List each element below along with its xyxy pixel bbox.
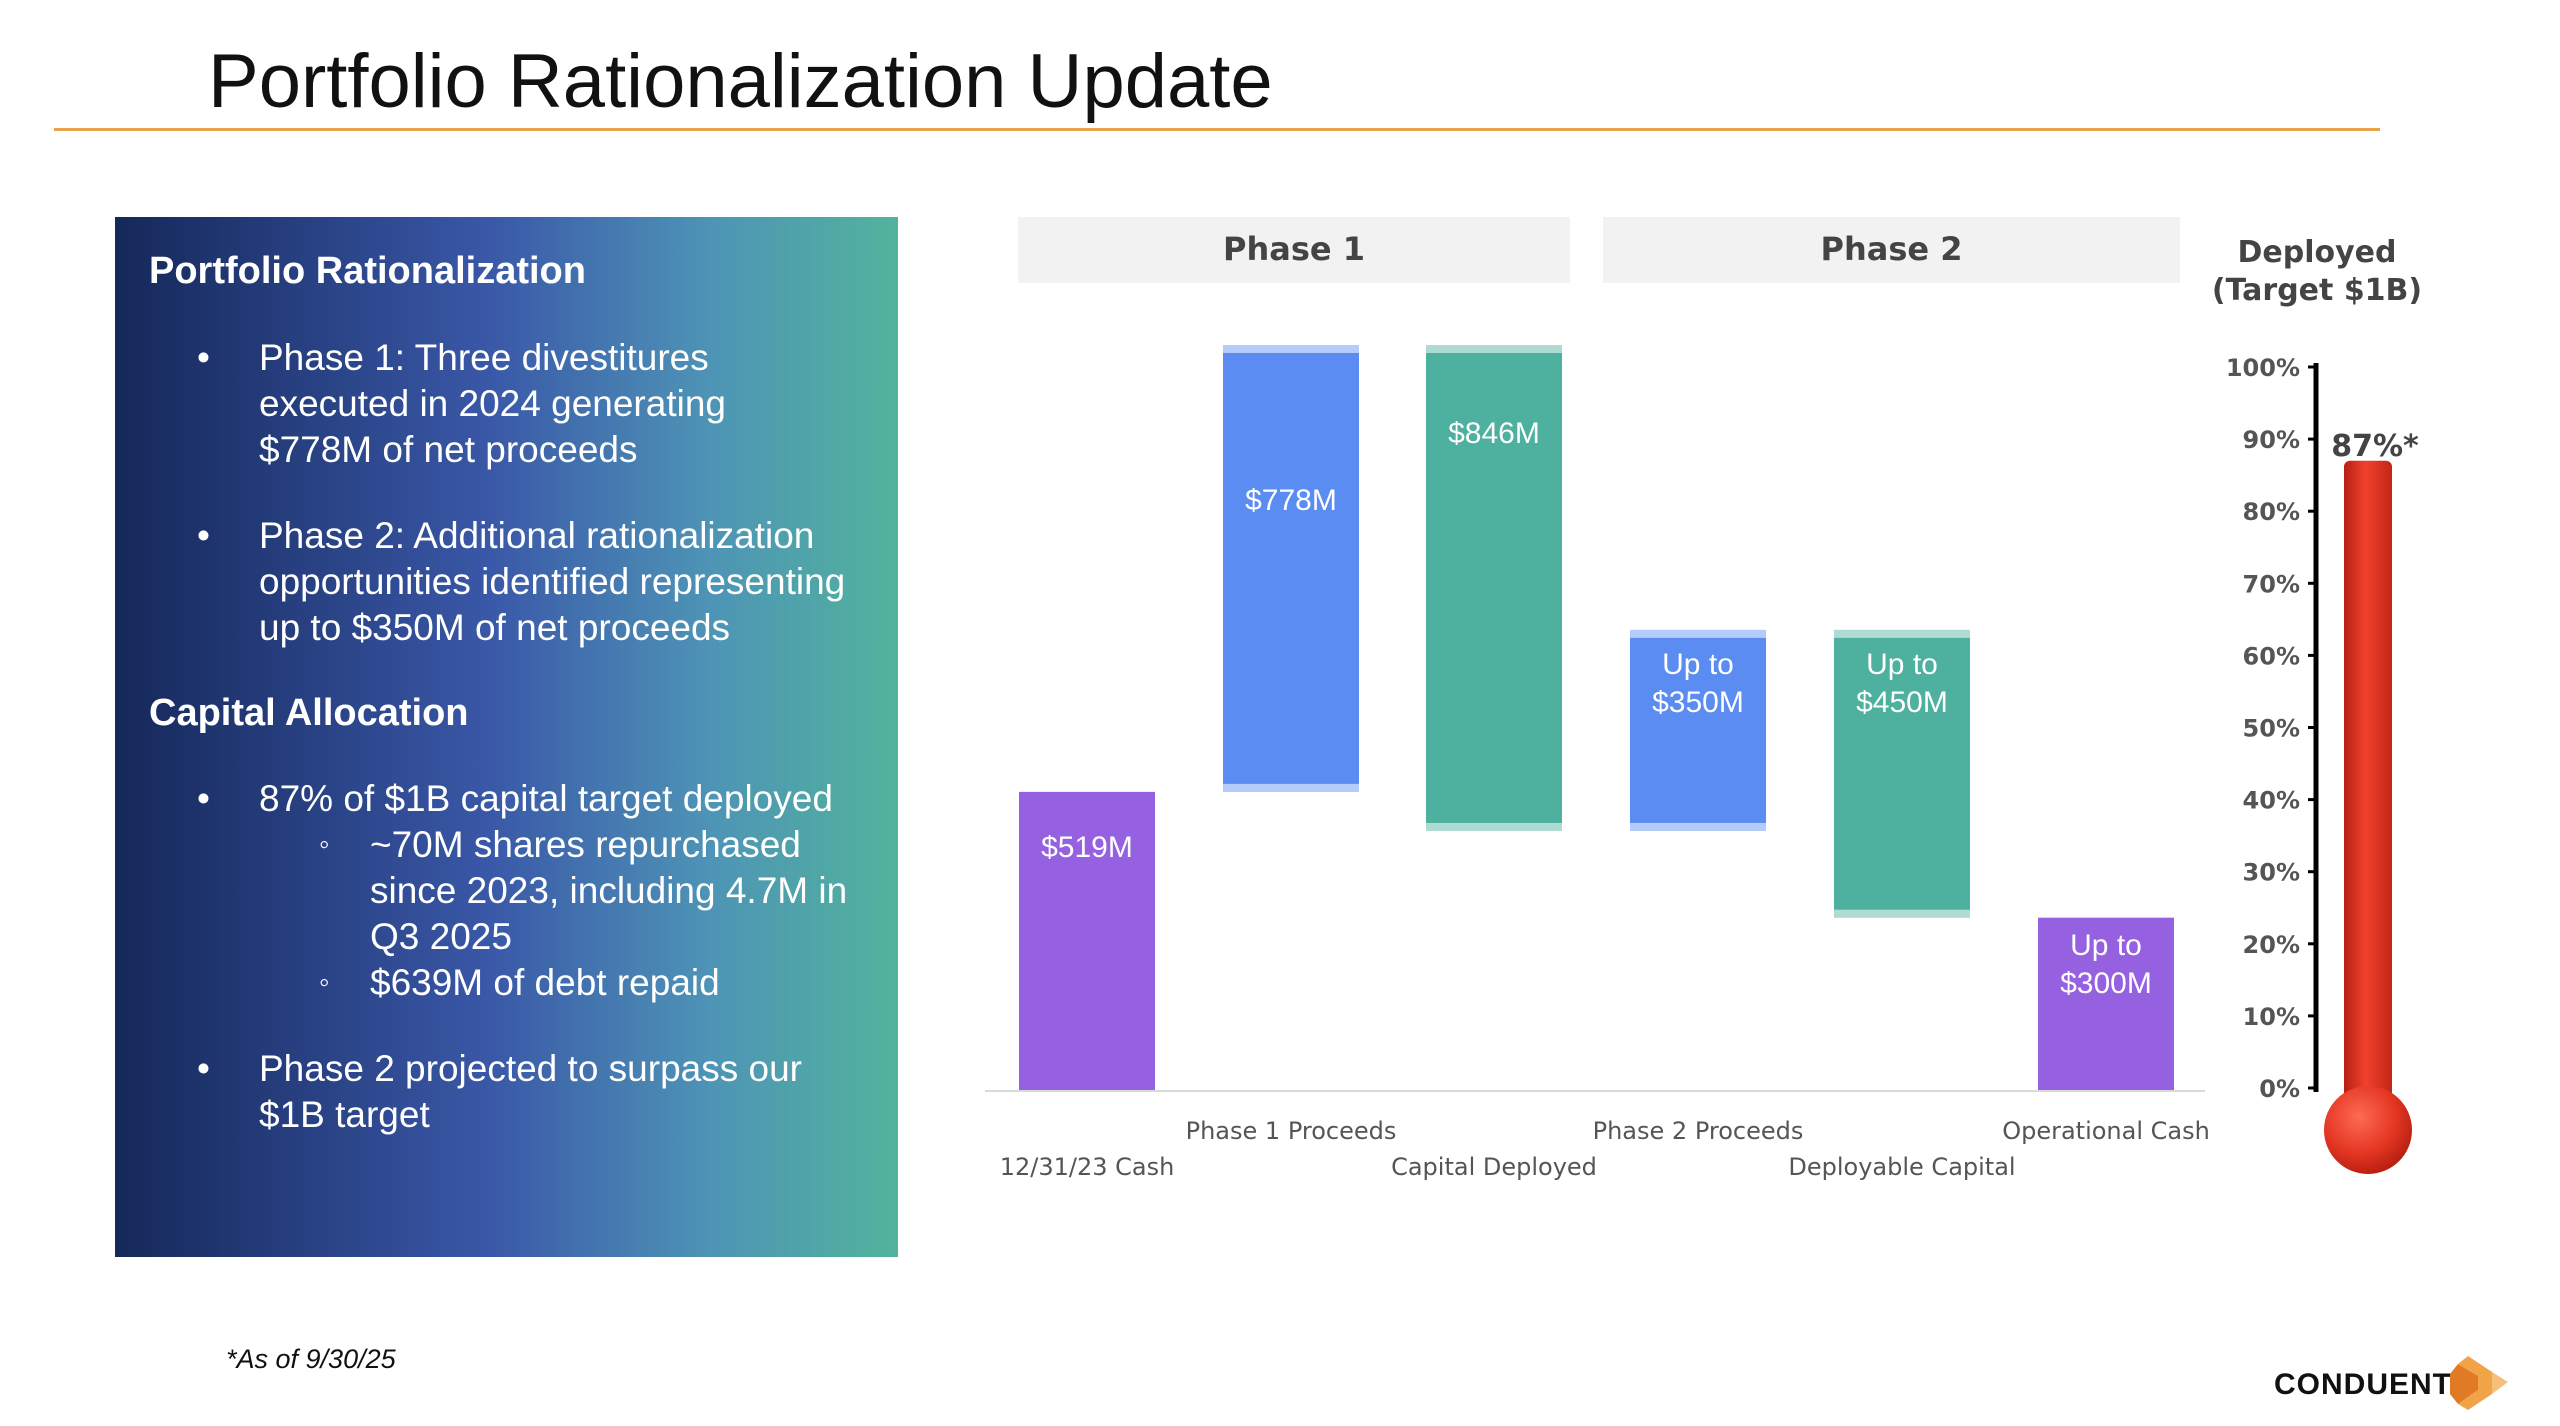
thermometer-tick-label-10: 10% — [2243, 1003, 2300, 1031]
thermometer-tick-label-60: 60% — [2243, 642, 2300, 670]
title-divider — [54, 128, 2380, 131]
footnote: *As of 9/30/25 — [226, 1344, 396, 1374]
data-label-phase-2-proceeds: Up to $350M — [1652, 648, 1744, 719]
thermometer-bulb — [2324, 1086, 2412, 1174]
data-label-phase-1-proceeds: $778M — [1245, 484, 1337, 517]
bar-deployable-capital — [1834, 629, 1970, 918]
bar-fade-top-phase-1-proceeds — [1223, 345, 1359, 353]
group-header-phase-2 — [1603, 217, 2180, 283]
thermometer-tick-label-0: 0% — [2259, 1075, 2300, 1103]
panel-heading-portfolio: Portfolio Rationalization — [149, 250, 586, 292]
data-label-12-31-23-cash: $519M — [1041, 831, 1133, 864]
panel-heading-capital: Capital Allocation — [149, 691, 469, 734]
data-label-capital-deployed: $846M — [1448, 417, 1540, 450]
thermometer-tick-label-90: 90% — [2243, 426, 2300, 454]
bar-fade-top-phase-2-proceeds — [1630, 629, 1766, 638]
conduent-logo-icon — [2450, 1356, 2508, 1410]
category-label-deployable-capital: Deployable Capital — [1788, 1153, 2015, 1181]
category-label-12-31-23-cash: 12/31/23 Cash — [1000, 1153, 1175, 1181]
data-label-operational-cash: Up to $300M — [2060, 929, 2152, 1000]
thermometer-tick-label-40: 40% — [2243, 787, 2300, 815]
thermometer-tick-label-30: 30% — [2243, 859, 2300, 887]
data-label-deployable-capital: Up to $450M — [1856, 648, 1948, 719]
thermometer-tick-label-20: 20% — [2243, 931, 2300, 959]
thermometer-tick-label-50: 50% — [2243, 715, 2300, 743]
thermometer-fill — [2344, 460, 2392, 1121]
bullet-phase2-target: Phase 2 projected to surpass our $1B tar… — [149, 1046, 859, 1138]
bullet-phase1: Phase 1: Three divestitures executed in … — [149, 335, 819, 473]
page-title: Portfolio Rationalization Update — [208, 39, 1273, 124]
sub-bullet-debt: $639M of debt repaid — [149, 960, 864, 1006]
bar-fade-bottom-capital-deployed — [1426, 822, 1562, 831]
bar-phase-2-proceeds — [1630, 629, 1766, 831]
bar-fade-top-deployable-capital — [1834, 629, 1970, 638]
sub-bullet-shares: ~70M shares repurchased since 2023, incl… — [149, 822, 850, 960]
bullet-phase2: Phase 2: Additional rationalization oppo… — [149, 513, 869, 651]
thermometer-tick-label-80: 80% — [2243, 498, 2300, 526]
conduent-logo-text: CONDUENT — [2274, 1368, 2452, 1401]
bar-fade-bottom-deployable-capital — [1834, 909, 1970, 918]
thermometer-tick-label-70: 70% — [2243, 570, 2300, 598]
thermometer-value-label: 87%* — [2331, 429, 2419, 464]
bar-operational-cash — [2038, 917, 2174, 1090]
category-label-phase-2-proceeds: Phase 2 Proceeds — [1593, 1117, 1804, 1145]
category-label-capital-deployed: Capital Deployed — [1391, 1153, 1597, 1181]
bar-12-31-23-cash — [1019, 791, 1155, 1090]
summary-panel: Portfolio Rationalization Phase 1: Three… — [115, 217, 898, 1257]
bar-fade-top-capital-deployed — [1426, 345, 1562, 353]
bar-capital-deployed — [1426, 345, 1562, 831]
bullet-capital-target: 87% of $1B capital target deployed — [149, 776, 864, 822]
group-label-phase-1: Phase 1 — [1223, 230, 1365, 268]
group-header-phase-1 — [1018, 217, 1570, 283]
group-label-phase-2: Phase 2 — [1821, 230, 1963, 268]
bar-phase-1-proceeds — [1223, 345, 1359, 792]
thermometer-title: Deployed (Target $1B) — [2212, 235, 2422, 308]
thermometer-tick-label-100: 100% — [2226, 354, 2300, 382]
bar-fade-bottom-phase-2-proceeds — [1630, 822, 1766, 831]
category-label-operational-cash: Operational Cash — [2002, 1117, 2210, 1145]
bar-fade-bottom-phase-1-proceeds — [1223, 783, 1359, 792]
category-label-phase-1-proceeds: Phase 1 Proceeds — [1186, 1117, 1397, 1145]
